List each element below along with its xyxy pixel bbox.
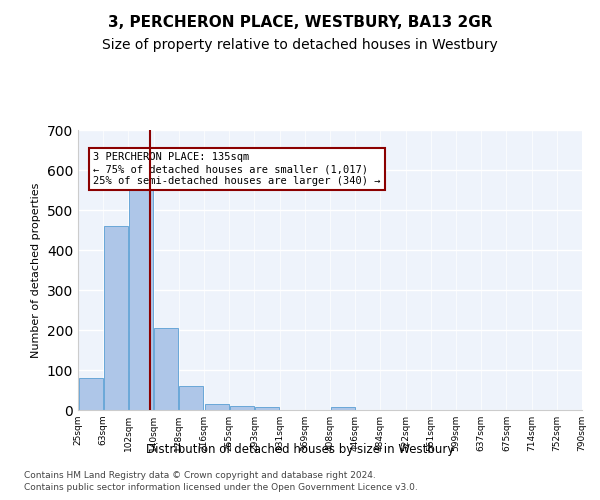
Y-axis label: Number of detached properties: Number of detached properties bbox=[31, 182, 41, 358]
Bar bbox=[129, 190, 153, 410]
Text: Distribution of detached houses by size in Westbury: Distribution of detached houses by size … bbox=[146, 442, 454, 456]
Text: Size of property relative to detached houses in Westbury: Size of property relative to detached ho… bbox=[102, 38, 498, 52]
Bar bbox=[179, 386, 203, 410]
Bar bbox=[154, 328, 178, 410]
Text: Contains public sector information licensed under the Open Government Licence v3: Contains public sector information licen… bbox=[24, 484, 418, 492]
Bar bbox=[331, 407, 355, 410]
Text: Contains HM Land Registry data © Crown copyright and database right 2024.: Contains HM Land Registry data © Crown c… bbox=[24, 471, 376, 480]
Bar bbox=[79, 378, 103, 410]
Text: 3 PERCHERON PLACE: 135sqm
← 75% of detached houses are smaller (1,017)
25% of se: 3 PERCHERON PLACE: 135sqm ← 75% of detac… bbox=[93, 152, 380, 186]
Text: 3, PERCHERON PLACE, WESTBURY, BA13 2GR: 3, PERCHERON PLACE, WESTBURY, BA13 2GR bbox=[108, 15, 492, 30]
Bar bbox=[205, 404, 229, 410]
Bar bbox=[255, 407, 279, 410]
Bar bbox=[104, 226, 128, 410]
Bar bbox=[230, 406, 254, 410]
